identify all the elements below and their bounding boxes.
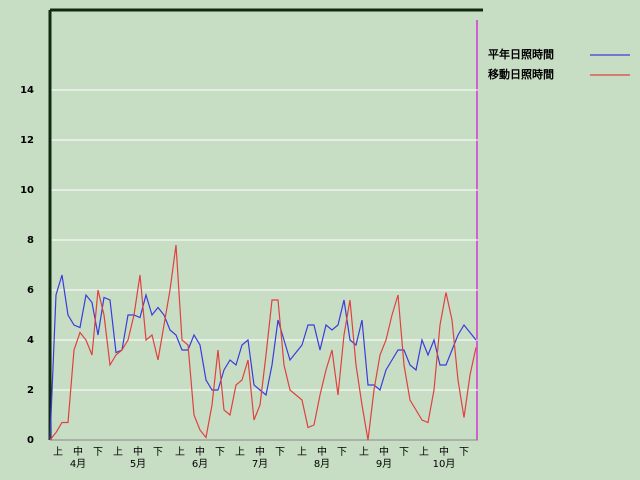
x-tick-label: 中 (73, 445, 83, 458)
y-tick-label: 2 (27, 385, 34, 396)
x-tick-label: 上 (175, 446, 185, 458)
legend-label: 平年日照時間 (488, 47, 554, 61)
x-tick-label: 上 (419, 446, 429, 458)
month-label: 8月 (314, 458, 330, 470)
x-tick-label: 上 (297, 446, 307, 458)
y-tick-label: 12 (20, 135, 34, 146)
y-tick-label: 14 (20, 85, 34, 96)
x-tick-label: 中 (379, 445, 389, 458)
x-tick-label: 中 (195, 445, 205, 458)
x-tick-label: 中 (439, 445, 449, 458)
month-label: 10月 (433, 458, 456, 470)
x-tick-label: 上 (235, 446, 245, 458)
y-tick-label: 4 (27, 335, 34, 346)
x-tick-label: 上 (113, 446, 123, 458)
x-tick-label: 下 (275, 447, 285, 458)
x-tick-label: 下 (215, 447, 225, 458)
x-tick-label: 中 (255, 445, 265, 458)
x-tick-label: 下 (459, 447, 469, 458)
y-tick-label: 10 (20, 185, 34, 196)
x-tick-label: 下 (337, 447, 347, 458)
x-tick-label: 下 (93, 447, 103, 458)
month-label: 4月 (70, 458, 86, 470)
month-label: 9月 (376, 458, 392, 470)
y-tick-label: 0 (27, 435, 34, 446)
month-label: 7月 (252, 458, 268, 470)
x-tick-label: 中 (317, 445, 327, 458)
x-tick-label: 上 (53, 446, 63, 458)
y-tick-label: 6 (27, 285, 34, 296)
x-tick-label: 上 (359, 446, 369, 458)
x-tick-label: 下 (153, 447, 163, 458)
series-line (49, 244, 477, 441)
month-label: 6月 (192, 458, 208, 470)
y-tick-label: 8 (27, 235, 34, 246)
x-tick-label: 下 (399, 447, 409, 458)
x-tick-label: 中 (133, 445, 143, 458)
month-label: 5月 (130, 458, 146, 470)
legend-label: 移動日照時間 (488, 67, 554, 81)
